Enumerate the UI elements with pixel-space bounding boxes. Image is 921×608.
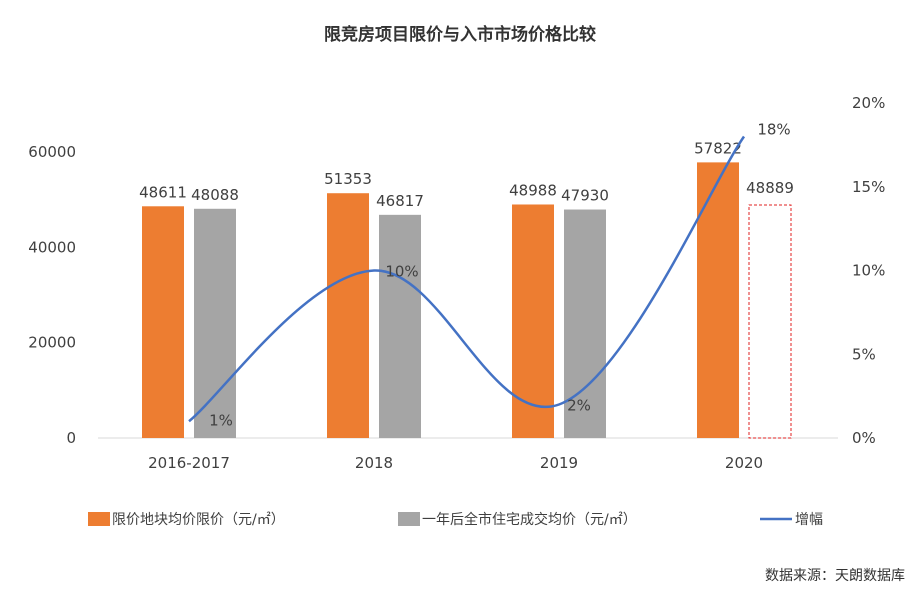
bar-value-label: 48611 [139,183,187,201]
left-tick-label: 40000 [28,238,76,256]
line-value-label: 10% [385,263,418,281]
right-tick-label: 20% [852,94,885,112]
right-axis: 0% 5% 10% 15% 20% [852,94,885,447]
bar-series [142,162,792,439]
bar-value-label: 48988 [509,181,557,199]
bar [142,206,184,438]
line-data-labels: 1% 10% 2% 18% [209,121,791,430]
bar-value-label: 51353 [324,170,372,188]
growth-line [188,135,746,423]
line-value-label: 18% [757,121,790,139]
right-tick-label: 0% [852,429,876,447]
left-tick-label: 60000 [28,143,76,161]
left-tick-label: 0 [66,429,76,447]
chart-title: 限竞房项目限价与入市市场价格比较 [324,24,596,45]
bar-value-label: 47930 [561,187,609,205]
x-tick-label: 2018 [355,454,393,472]
line-value-label: 2% [567,397,591,415]
bar-value-label: 48889 [746,179,794,197]
bar-value-label: 46817 [376,192,424,210]
right-tick-label: 15% [852,178,885,196]
x-tick-label: 2020 [725,454,763,472]
right-tick-label: 5% [852,345,876,363]
legend-swatch-orange [88,512,110,526]
data-source: 数据来源：天朗数据库 [765,568,905,584]
bar [512,204,554,438]
legend: 限价地块均价限价（元/㎡） 一年后全市住宅成交均价（元/㎡） 增幅 [88,511,823,528]
bar-value-label: 48088 [191,186,239,204]
x-axis: 2016-2017 2018 2019 2020 [148,454,763,472]
bar [379,214,421,438]
bar [194,208,236,438]
x-tick-label: 2016-2017 [148,454,230,472]
x-tick-label: 2019 [540,454,578,472]
bar [697,162,739,438]
bar-value-label: 57822 [694,139,742,157]
bar [327,193,369,438]
right-tick-label: 10% [852,262,885,280]
bar-data-labels: 48611 51353 48988 57822 48088 46817 47930 48889 [139,139,794,209]
legend-swatch-gray [398,512,420,526]
line-value-label: 1% [209,411,233,429]
left-tick-label: 20000 [28,334,76,352]
line-series [188,135,746,423]
left-axis: 0 20000 40000 60000 [28,143,76,447]
legend-label-2: 一年后全市住宅成交均价（元/㎡） [422,511,637,528]
legend-label-3: 增幅 [795,512,823,528]
legend-label-1: 限价地块均价限价（元/㎡） [112,512,285,528]
bar-estimated [748,204,792,439]
